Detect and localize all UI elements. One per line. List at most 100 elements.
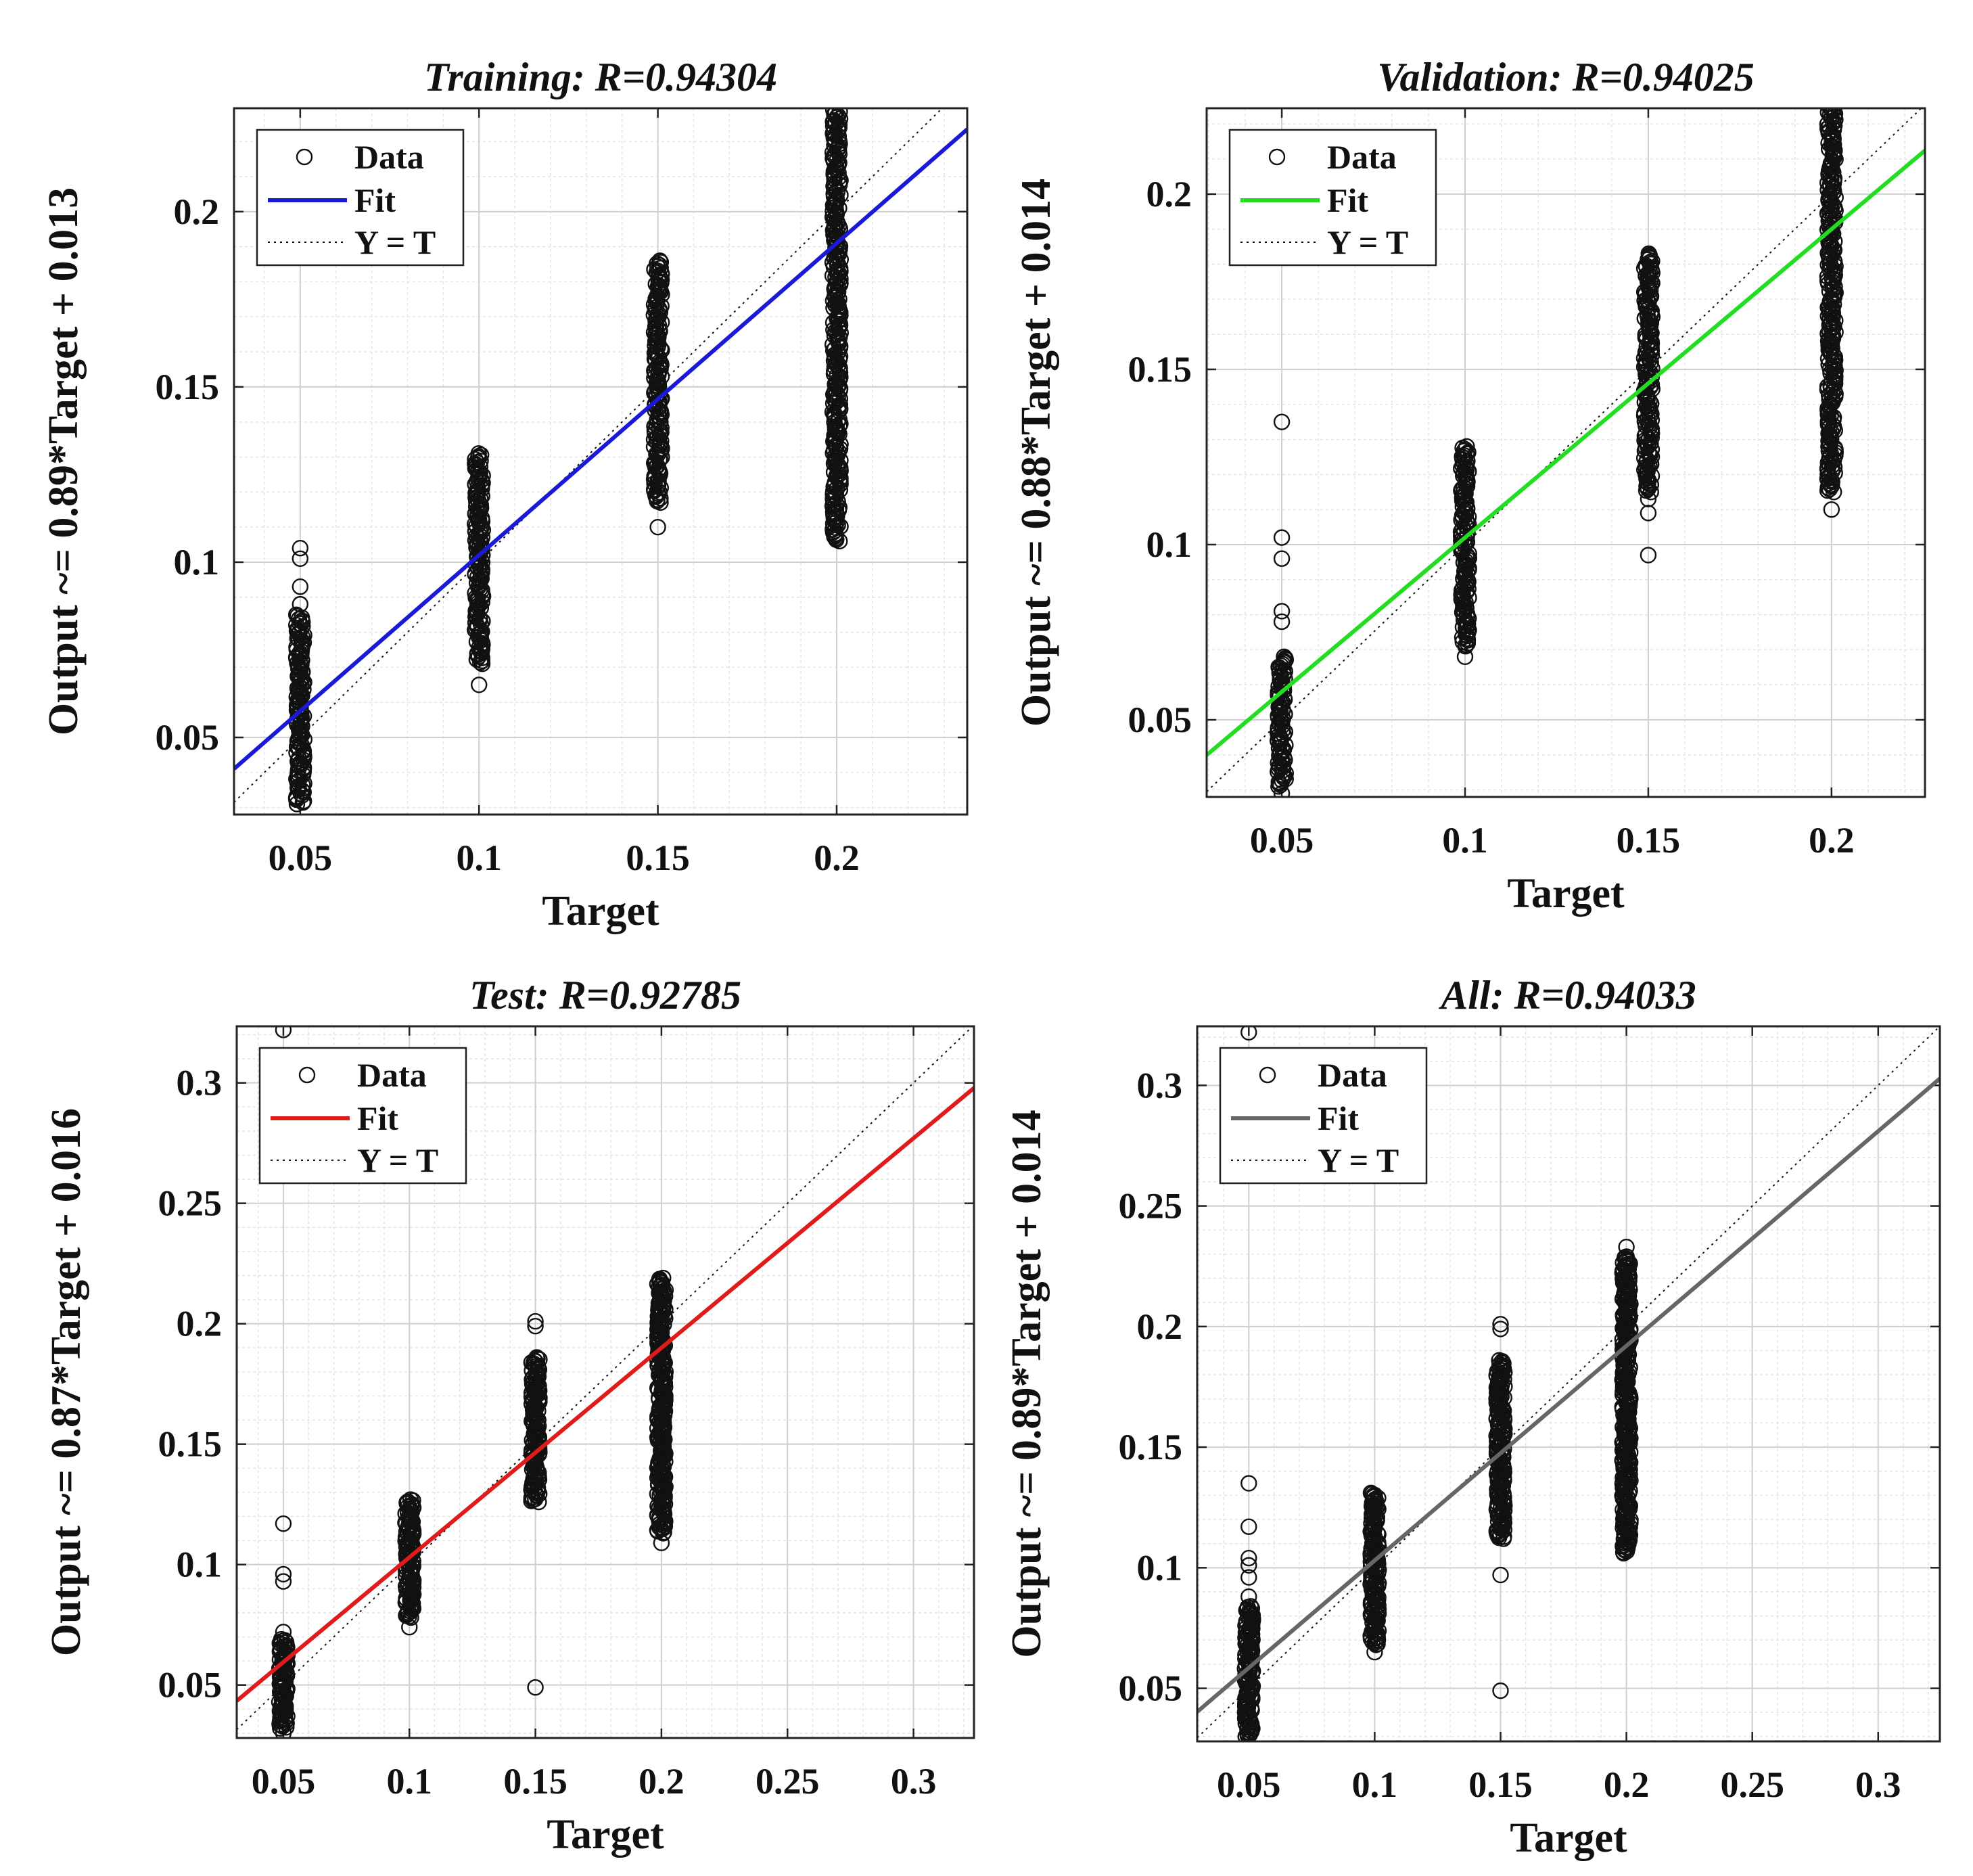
y-tick-label: 0.3 — [177, 1063, 223, 1103]
x-tick-label: 0.05 — [252, 1761, 316, 1802]
legend-data-marker — [298, 1066, 316, 1084]
data-point-outlier — [527, 1679, 544, 1696]
data-point — [287, 606, 305, 623]
y-axis-label: Output ~= 0.88*Target + 0.014 — [1013, 179, 1059, 727]
x-tick-label: 0.2 — [814, 838, 860, 878]
x-tick-label: 0.2 — [1809, 820, 1855, 861]
data-point — [1491, 1352, 1508, 1369]
x-axis-label: Target — [547, 1812, 664, 1858]
x-axis-label: Target — [1510, 1815, 1627, 1861]
x-tick-label: 0.1 — [1442, 820, 1488, 861]
data-point-outlier — [653, 1534, 670, 1551]
plot-content — [237, 1026, 974, 1738]
data-column — [645, 252, 670, 536]
data-point-outlier — [275, 1724, 292, 1738]
data-column — [1362, 1484, 1387, 1661]
y-tick-label: 0.2 — [1137, 1306, 1183, 1347]
y-tick-label: 0.2 — [174, 191, 220, 232]
data-point — [1276, 648, 1293, 665]
x-tick-label: 0.1 — [387, 1761, 433, 1802]
data-point-outlier — [275, 1624, 292, 1641]
data-point-outlier — [1366, 1643, 1383, 1661]
data-column — [287, 540, 312, 813]
data-points — [287, 108, 850, 813]
x-tick-label: 0.3 — [1855, 1764, 1901, 1805]
fit-line — [1207, 149, 1925, 757]
data-column — [1269, 413, 1295, 797]
data-point — [831, 108, 848, 120]
data-point — [825, 112, 843, 129]
data-point — [1618, 1248, 1635, 1265]
data-point — [648, 264, 666, 281]
data-column — [1614, 1238, 1639, 1562]
data-column — [1819, 108, 1844, 518]
legend-identity-label: Y = T — [1318, 1141, 1399, 1179]
legend: Data Fit Y = T — [1228, 129, 1437, 267]
x-tick-label: 0.3 — [891, 1761, 937, 1802]
data-column — [271, 1026, 296, 1738]
data-point — [470, 445, 487, 462]
data-point-outlier — [1492, 1566, 1509, 1584]
legend: Data Fit Y = T — [256, 129, 465, 267]
data-column — [649, 1269, 674, 1551]
data-point-outlier — [275, 1573, 292, 1590]
x-tick-label: 0.15 — [503, 1761, 567, 1802]
data-point — [825, 496, 842, 513]
data-point-outlier — [1240, 1026, 1257, 1041]
data-point-outlier — [1240, 1557, 1257, 1574]
y-tick-label: 0.05 — [158, 1665, 223, 1706]
data-point-outlier — [275, 1515, 292, 1532]
data-point-outlier — [527, 1318, 544, 1335]
data-point — [651, 252, 668, 269]
y-tick-label: 0.15 — [1128, 349, 1192, 390]
legend-box — [256, 129, 465, 267]
identity-line — [234, 108, 944, 803]
legend-fit-label: Fit — [1327, 181, 1368, 219]
data-point-outlier — [649, 518, 666, 536]
y-axis-label: Output ~= 0.89*Target + 0.013 — [41, 187, 87, 735]
data-point-outlier — [1456, 648, 1474, 665]
data-point-outlier — [1492, 1316, 1509, 1333]
legend-identity-label: Y = T — [357, 1141, 438, 1179]
x-tick-label: 0.05 — [1250, 820, 1314, 861]
data-point-outlier — [1273, 613, 1291, 631]
y-tick-label: 0.1 — [1137, 1547, 1183, 1588]
identity-line — [1207, 108, 1923, 792]
y-axis-label: Output ~= 0.87*Target + 0.016 — [43, 1108, 89, 1656]
data-point — [1821, 108, 1838, 115]
data-point-outlier — [1240, 1569, 1257, 1586]
x-tick-label: 0.1 — [1352, 1764, 1398, 1805]
x-tick-label: 0.25 — [1720, 1764, 1784, 1805]
data-point — [472, 447, 490, 463]
data-point — [1366, 1492, 1383, 1509]
legend-fit-label: Fit — [1318, 1099, 1359, 1137]
x-tick-label: 0.1 — [456, 838, 502, 878]
y-tick-label: 0.05 — [1119, 1668, 1183, 1709]
x-tick-label: 0.05 — [269, 838, 333, 878]
data-point-outlier — [1273, 603, 1291, 620]
data-column — [1635, 245, 1661, 564]
panel-all: 0.05 0.1 0.15 0.2 0.25 0.3 0.05 0.1 0.15 0.2 0.25 0… — [1004, 973, 1941, 1861]
data-column — [824, 108, 850, 550]
axes-frame — [235, 1025, 975, 1739]
data-point — [1824, 108, 1841, 120]
data-point-outlier — [292, 578, 309, 595]
fit-line — [1197, 1077, 1940, 1714]
data-points — [1236, 1026, 1639, 1741]
legend: Data Fit Y = T — [1219, 1047, 1428, 1185]
y-tick-label: 0.05 — [1128, 700, 1192, 740]
data-point-outlier — [1273, 550, 1291, 567]
y-tick-label: 0.1 — [177, 1545, 223, 1585]
data-point-outlier — [1640, 505, 1657, 522]
data-point — [1242, 1598, 1259, 1615]
x-tick-label: 0.2 — [1604, 1764, 1650, 1805]
data-point — [1819, 108, 1836, 121]
data-point-outlier — [1618, 1238, 1635, 1256]
data-point — [655, 1269, 672, 1287]
identity-line — [1197, 1026, 1940, 1739]
y-tick-label: 0.2 — [177, 1304, 223, 1344]
chart-title: All: R=0.94033 — [1438, 973, 1696, 1017]
legend: Data Fit Y = T — [258, 1047, 467, 1185]
y-tick-label: 0.15 — [158, 1424, 223, 1465]
data-point — [1640, 245, 1657, 262]
